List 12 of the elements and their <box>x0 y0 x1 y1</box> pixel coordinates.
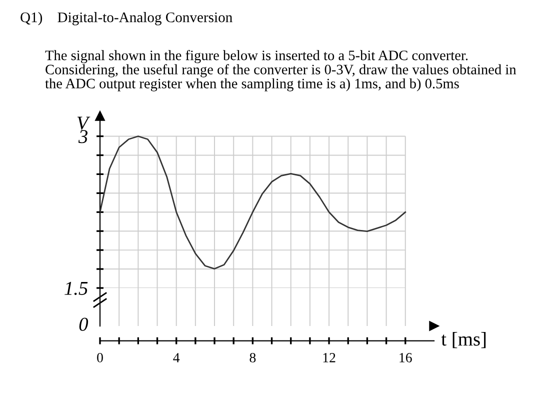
x-tick-label: 8 <box>250 352 256 362</box>
y-tick-label: 1.5 <box>64 282 88 296</box>
y-tick-label: 3 <box>78 130 88 144</box>
x-tick-label: 16 <box>400 353 412 362</box>
x-tick-label: 0 <box>97 352 103 362</box>
x-tick-label: 4 <box>173 353 180 362</box>
y-axis-title: V <box>77 116 90 130</box>
chart-title: Q1) Digital-to-Analog Conversion <box>20 12 232 26</box>
chart-subtitle: The signal shown in the figure below is inserted to a 5-bit ADC converter. Considering, the useful range of the converter is 0-3V, draw the values obtained in the ADC output register when the sampling time is a) 1ms, and b) 0.5ms <box>45 50 516 92</box>
x-tick-label: 12 <box>323 353 336 362</box>
text: 0 <box>79 318 88 331</box>
x-axis-title: t [ms] <box>441 332 486 348</box>
